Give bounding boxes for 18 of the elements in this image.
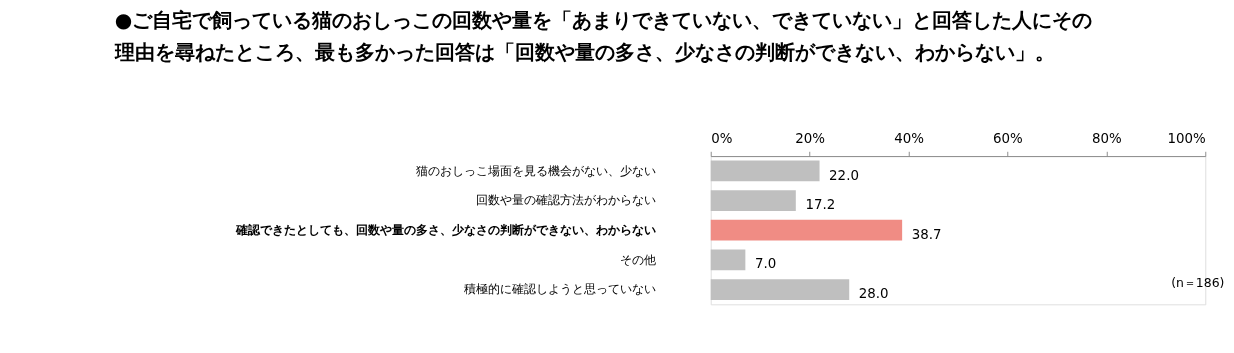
x-tick-label: 60% (993, 131, 1023, 147)
x-tick-label: 0% (711, 131, 733, 147)
y-tick-label: 回数や量の確認方法がわからない (475, 192, 656, 208)
data-label: 38.7 (911, 226, 942, 242)
data-label: 17.2 (805, 197, 836, 213)
annotation: (n＝186) (1171, 275, 1225, 291)
y-tick-label: 積極的に確認しようと思っていない (463, 281, 656, 297)
data-label: 22.0 (829, 167, 859, 183)
y-tick-label: 確認できたとしても、回数や量の多さ、少なさの判断ができない、わからない (234, 222, 656, 238)
chart-title: ●ご自宅で飼っている猫のおしっこの回数や量を「あまりできていない、できていない」と回答した人にその理由を尋ねたところ、最も多かった回答は「回数や量の多さ、少なさの判断ができない、わからない」。 (113, 7, 1093, 65)
x-tick-label: 40% (894, 131, 924, 147)
y-tick-label: 猫のおしっこ場面を見る機会がない、少ない (415, 162, 656, 178)
x-tick-label: 100% (1167, 131, 1206, 147)
data-label: 7.0 (754, 256, 777, 272)
data-label: 28.0 (858, 286, 889, 302)
x-tick-label: 80% (1092, 131, 1122, 147)
x-tick-label: 20% (795, 131, 825, 147)
y-tick-label: その他 (619, 251, 656, 267)
